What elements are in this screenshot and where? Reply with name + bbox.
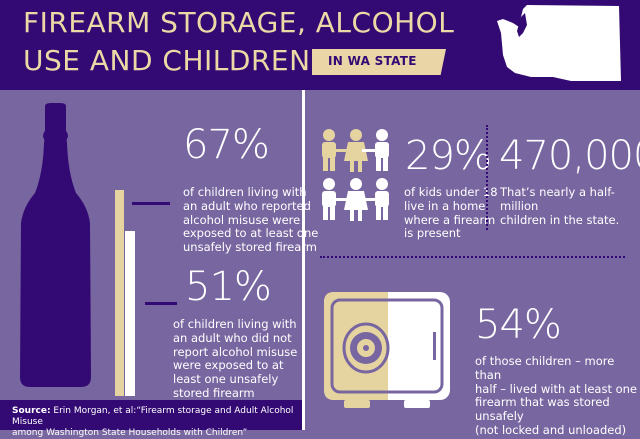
desc-line: of those children – more than bbox=[475, 354, 615, 382]
desc-line: (not locked and unloaded) bbox=[475, 422, 627, 437]
header-banner: FIREARM STORAGE, ALCOHOL USE AND CHILDRE… bbox=[0, 0, 640, 90]
stat-51-description: of children living with an adult who did… bbox=[173, 317, 298, 401]
stat-67-description: of children living with an adult who rep… bbox=[183, 185, 319, 255]
bar-no-reported-misuse bbox=[125, 231, 135, 396]
source-citation: Source: Erin Morgan, et al:“Firearm stor… bbox=[0, 400, 302, 438]
stat-51-value: 51% bbox=[185, 264, 272, 310]
stat-54-value: 54% bbox=[475, 302, 562, 348]
safe-icon bbox=[324, 292, 450, 408]
desc-line: That’s nearly a half-million bbox=[500, 185, 615, 213]
state-badge: IN WA STATE bbox=[312, 49, 446, 75]
stat-29-value: 29% bbox=[405, 133, 492, 179]
dotted-divider-horizontal bbox=[320, 256, 625, 258]
bottle-icon bbox=[20, 103, 91, 387]
source-label: Source: bbox=[12, 406, 51, 416]
stat-470000-description: That’s nearly a half-million children in… bbox=[500, 185, 640, 227]
desc-line: stored firearm bbox=[173, 385, 255, 400]
stat-67-value: 67% bbox=[183, 122, 270, 168]
stat-54-description: of those children – more than half – liv… bbox=[475, 354, 640, 438]
desc-line: is present bbox=[404, 226, 461, 241]
desc-line: half – lived with at least one bbox=[475, 381, 638, 396]
title-line-2: USE AND CHILDREN bbox=[23, 44, 311, 77]
desc-line: of kids under 18 bbox=[404, 185, 498, 199]
desc-line: firearm that was stored unsafely bbox=[475, 395, 610, 424]
desc-line: where a firearm bbox=[404, 212, 496, 227]
washington-state-map-icon bbox=[497, 5, 621, 81]
desc-line: an adult who did not bbox=[173, 330, 292, 345]
desc-line: least one unsafely bbox=[173, 372, 279, 387]
desc-line: report alcohol misuse bbox=[173, 344, 298, 359]
bar-reported-misuse bbox=[115, 190, 124, 396]
desc-line: exposed to at least one bbox=[183, 226, 319, 241]
stat-470000-value: 470,000 bbox=[499, 133, 640, 179]
desc-line: children in the state. bbox=[500, 212, 620, 227]
desc-line: of children living with bbox=[183, 185, 307, 199]
pointer-line-51 bbox=[145, 302, 177, 305]
desc-line: an adult who reported bbox=[183, 198, 311, 213]
pointer-line-67 bbox=[132, 202, 170, 205]
desc-line: were exposed to at bbox=[173, 358, 284, 373]
desc-line: unsafely stored firearm bbox=[183, 240, 318, 255]
children-icon bbox=[322, 129, 389, 221]
state-badge-label: IN WA STATE bbox=[328, 54, 417, 68]
desc-line: live in a home bbox=[404, 198, 486, 213]
stat-29-description: of kids under 18 live in a home where a … bbox=[404, 185, 498, 241]
source-line-1: Erin Morgan, et al:“Firearm storage and … bbox=[12, 406, 294, 427]
desc-line: alcohol misuse were bbox=[183, 212, 301, 227]
title-line-1: FIREARM STORAGE, ALCOHOL bbox=[23, 6, 455, 39]
desc-line: of children living with bbox=[173, 317, 297, 331]
dotted-divider-vertical bbox=[486, 125, 489, 230]
panel-divider bbox=[302, 90, 305, 430]
